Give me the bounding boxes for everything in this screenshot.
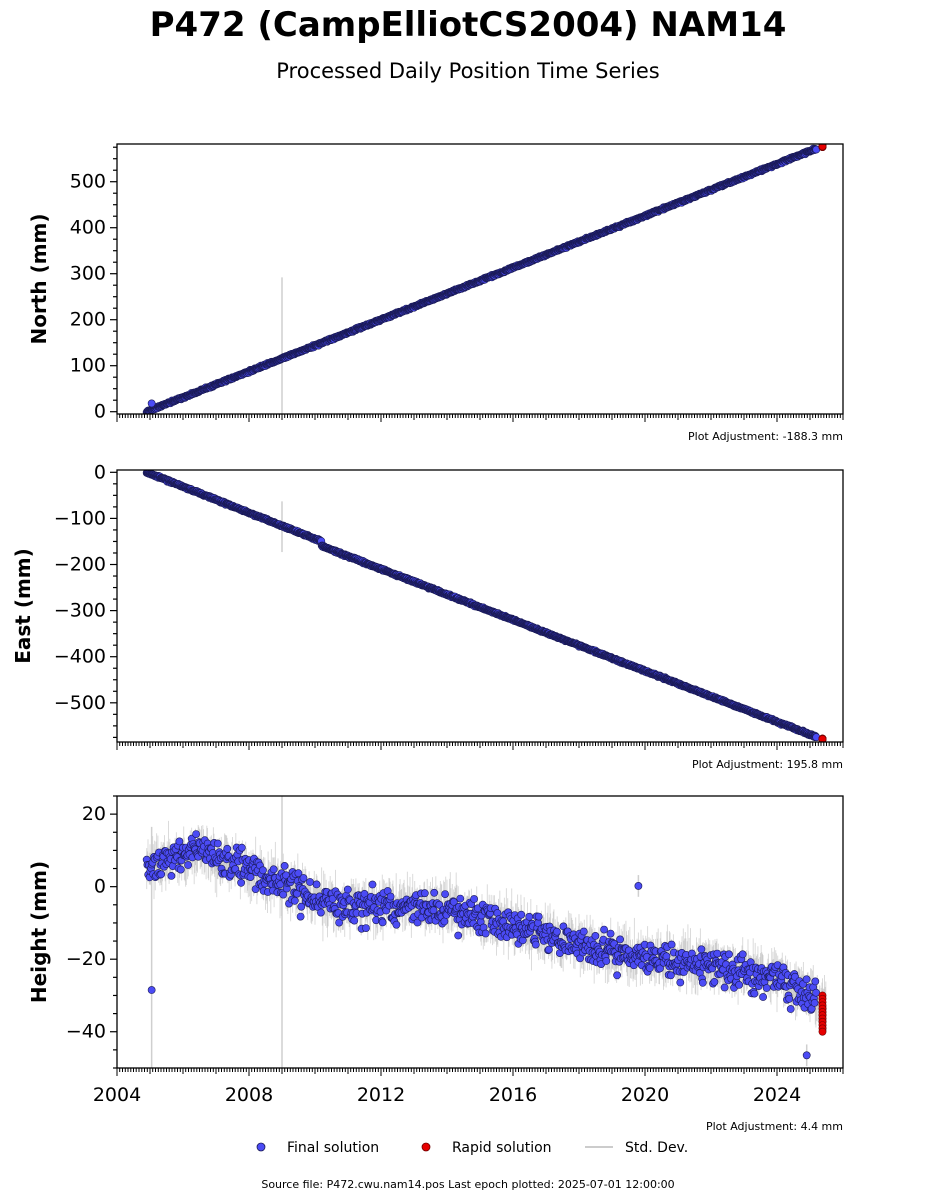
plot-adjustment: Plot Adjustment: -188.3 mm — [688, 430, 843, 443]
y-tick-label: 400 — [70, 217, 106, 239]
final-solution-series — [142, 144, 821, 414]
final-point — [147, 399, 156, 408]
y-tick-label: 300 — [70, 263, 106, 285]
chart-title: P472 (CampElliotCS2004) NAM14 — [150, 5, 787, 45]
chart-subtitle: Processed Daily Position Time Series — [276, 59, 660, 83]
plot-area — [142, 144, 827, 414]
y-axis-label: North (mm) — [27, 213, 51, 344]
y-tick-label: 200 — [70, 309, 106, 331]
rapid-point — [818, 144, 827, 151]
y-tick-label: 100 — [70, 355, 106, 377]
final-solution-series — [142, 470, 821, 742]
plot-area — [142, 470, 827, 742]
rapid-solution-series — [818, 144, 827, 151]
y-tick-label: 0 — [94, 401, 106, 423]
north-panel: 0 100 200 300 400 500 North (mm) Plot Adjustmen… — [27, 143, 844, 443]
y-tick-label: 500 — [70, 171, 106, 193]
